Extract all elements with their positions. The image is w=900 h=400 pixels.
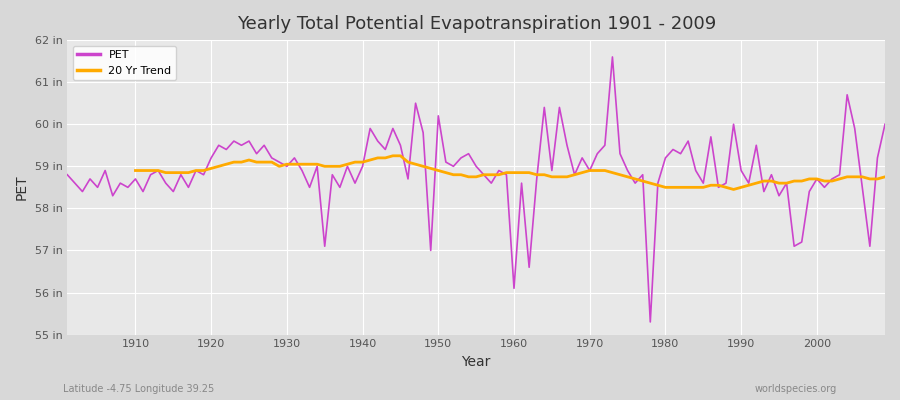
PET	[289, 156, 300, 160]
X-axis label: Year: Year	[462, 355, 490, 369]
PET	[335, 185, 346, 190]
PET	[501, 172, 512, 177]
20 Yr Trend	[584, 168, 595, 173]
Text: worldspecies.org: worldspecies.org	[755, 384, 837, 394]
PET	[607, 54, 617, 59]
20 Yr Trend	[879, 174, 890, 179]
Text: Latitude -4.75 Longitude 39.25: Latitude -4.75 Longitude 39.25	[63, 384, 214, 394]
20 Yr Trend	[524, 170, 535, 175]
PET	[122, 185, 133, 190]
20 Yr Trend	[857, 174, 868, 179]
20 Yr Trend	[274, 164, 284, 169]
Y-axis label: PET: PET	[15, 174, 29, 200]
20 Yr Trend	[834, 176, 845, 181]
20 Yr Trend	[304, 162, 315, 167]
20 Yr Trend	[388, 153, 399, 158]
Title: Yearly Total Potential Evapotranspiration 1901 - 2009: Yearly Total Potential Evapotranspiratio…	[237, 15, 716, 33]
PET	[599, 143, 610, 148]
Legend: PET, 20 Yr Trend: PET, 20 Yr Trend	[73, 46, 176, 80]
20 Yr Trend	[728, 187, 739, 192]
20 Yr Trend	[130, 168, 140, 173]
PET	[879, 122, 890, 127]
Line: 20 Yr Trend: 20 Yr Trend	[135, 156, 885, 190]
PET	[508, 286, 519, 291]
PET	[62, 172, 73, 177]
Line: PET: PET	[68, 57, 885, 322]
PET	[645, 320, 656, 324]
